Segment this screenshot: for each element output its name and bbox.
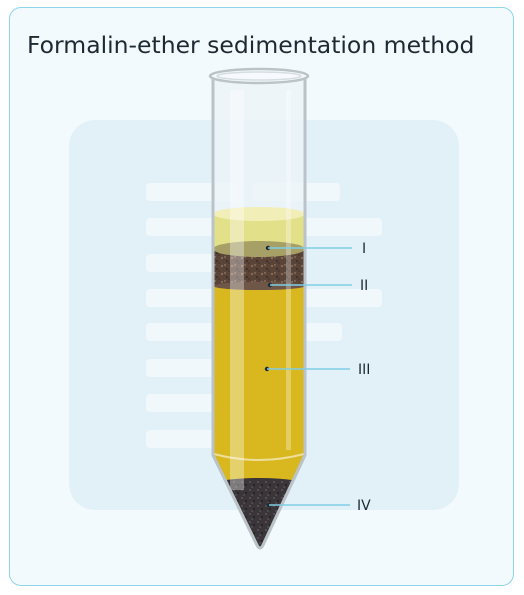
tube-rim — [208, 67, 310, 85]
layer-callout-III: III — [264, 362, 370, 378]
layer-label-II: II — [360, 278, 368, 294]
layer-formalin — [213, 282, 305, 482]
layer-label-I: I — [362, 241, 366, 257]
layer-callout-I: I — [265, 241, 366, 257]
layer-label-III: III — [358, 362, 370, 378]
diagram-title: Formalin-ether sedimentation method — [27, 31, 475, 59]
layer-label-IV: IV — [357, 498, 371, 514]
layer-callout-IV: IV — [266, 498, 371, 514]
layer-callout-II: II — [267, 278, 368, 294]
